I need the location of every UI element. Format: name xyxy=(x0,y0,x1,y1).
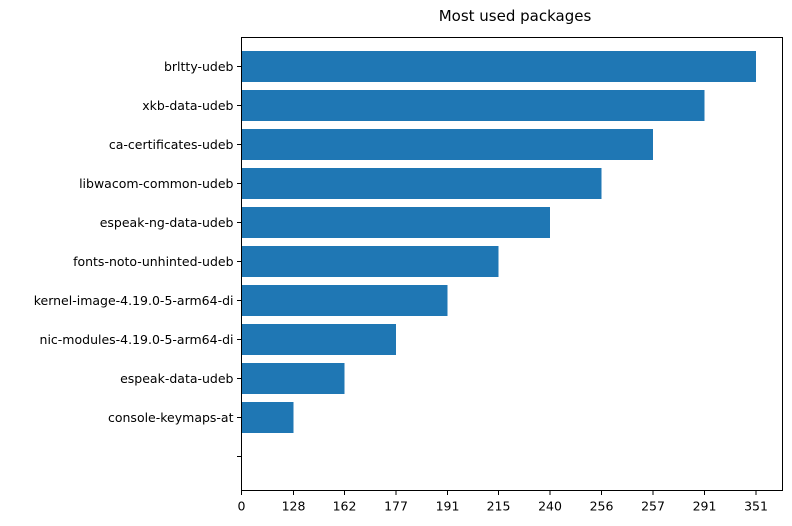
plot-frame xyxy=(241,37,783,491)
y-tick-label: console-keymaps-at xyxy=(108,410,234,425)
y-tick-label: ca-certificates-udeb xyxy=(109,137,234,152)
y-tick-label: espeak-data-udeb xyxy=(120,371,233,386)
chart-title: Most used packages xyxy=(439,7,592,25)
x-tick-label: 191 xyxy=(436,499,460,514)
y-tick-label: kernel-image-4.19.0-5-arm64-di xyxy=(34,293,234,308)
bar-brltty-udeb xyxy=(241,51,756,82)
bar-nic-modules-4.19.0-5-arm64-di xyxy=(241,324,396,355)
x-tick-label: 240 xyxy=(538,499,562,514)
y-axis-ticks: brltty-udeb xkb-data-udeb ca-certificates-… xyxy=(34,59,242,457)
bar-libwacom-common-udeb xyxy=(241,168,602,199)
x-tick-label: 0 xyxy=(238,499,246,514)
y-tick-label: espeak-ng-data-udeb xyxy=(100,215,234,230)
x-tick-label: 128 xyxy=(282,499,306,514)
bar-ca-certificates-udeb xyxy=(241,129,653,160)
y-tick-label: fonts-noto-unhinted-udeb xyxy=(73,254,234,269)
x-axis-ticks: 0 128 162 177 191 215 240 256 257 291 351 xyxy=(238,490,768,514)
bar-fonts-noto-unhinted-udeb xyxy=(241,246,499,277)
x-tick-label: 256 xyxy=(590,499,614,514)
bar-espeak-ng-data-udeb xyxy=(241,207,550,238)
x-tick-label: 215 xyxy=(487,499,511,514)
x-tick-label: 291 xyxy=(693,499,717,514)
bar-console-keymaps-at xyxy=(241,402,294,433)
x-tick-label: 177 xyxy=(384,499,408,514)
bars-group xyxy=(241,51,756,433)
bar-xkb-data-udeb xyxy=(241,90,705,121)
x-tick-label: 351 xyxy=(744,499,768,514)
x-tick-label: 162 xyxy=(333,499,357,514)
bar-kernel-image-4.19.0-5-arm64-di xyxy=(241,285,448,316)
y-tick-label: xkb-data-udeb xyxy=(142,98,233,113)
y-tick-label: nic-modules-4.19.0-5-arm64-di xyxy=(40,332,234,347)
y-tick-label: libwacom-common-udeb xyxy=(79,176,233,191)
bar-espeak-data-udeb xyxy=(241,363,345,394)
y-tick-label: brltty-udeb xyxy=(164,59,234,74)
x-tick-label: 257 xyxy=(641,499,665,514)
